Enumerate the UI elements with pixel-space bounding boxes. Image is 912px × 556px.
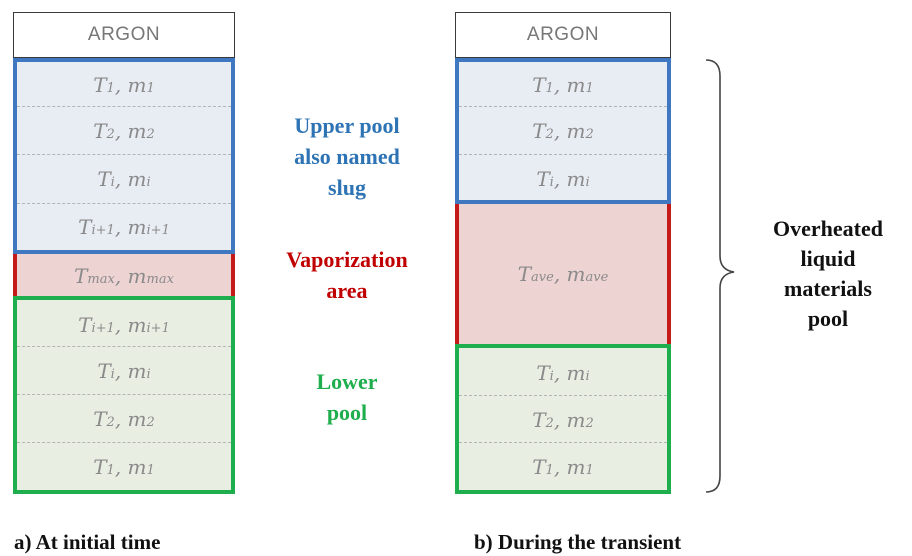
upper-pool-frame-a [13, 58, 235, 254]
overheated-label-line-4: pool [807, 306, 849, 331]
divider [17, 154, 231, 155]
vapor-border-left-a [13, 254, 17, 298]
upper-pool-label-line-3: slug [328, 175, 366, 200]
vapor-border-right-a [231, 254, 235, 298]
divider [459, 395, 667, 396]
divider [459, 442, 667, 443]
argon-box-b: ARGON [455, 12, 671, 58]
caption-a: a) At initial time [14, 530, 161, 554]
upper-pool-frame-b [455, 58, 671, 204]
overheated-pool-label: Overheated liquid materials pool [748, 214, 908, 334]
divider [459, 154, 667, 155]
overheated-label-line-2: liquid [800, 246, 856, 271]
lower-pool-label-line-2: pool [326, 400, 368, 425]
overheated-label-line-1: Overheated [773, 216, 883, 241]
upper-pool-label-line-2: also named [294, 144, 400, 169]
divider [17, 106, 231, 107]
upper-pool-b [455, 58, 671, 204]
divider [459, 106, 667, 107]
caption-b: b) During the transient [474, 530, 682, 554]
divider [17, 394, 231, 395]
lower-pool-b [455, 344, 671, 494]
lower-pool-frame-b [455, 344, 671, 494]
vapor-border-left-b [455, 204, 459, 344]
vapor-border-right-b [667, 204, 671, 344]
lower-pool-a [13, 298, 235, 494]
upper-pool-label: Upper pool also named slug [262, 110, 432, 203]
lower-pool-label: Lower pool [262, 366, 432, 428]
lower-pool-frame-a [13, 296, 235, 494]
vaporization-label: Vaporization area [252, 244, 442, 306]
upper-pool-label-line-1: Upper pool [294, 113, 400, 138]
vaporization-label-line-2: area [326, 278, 368, 303]
vaporization-area-a [13, 254, 235, 298]
curly-brace [705, 59, 735, 493]
argon-box-a: ARGON [13, 12, 235, 58]
vaporization-area-b [455, 204, 671, 344]
vaporization-label-line-1: Vaporization [286, 247, 408, 272]
divider [17, 346, 231, 347]
overheated-label-line-3: materials [784, 276, 872, 301]
divider [17, 203, 231, 204]
lower-pool-label-line-1: Lower [316, 369, 378, 394]
upper-pool-a [13, 58, 235, 254]
divider [17, 442, 231, 443]
